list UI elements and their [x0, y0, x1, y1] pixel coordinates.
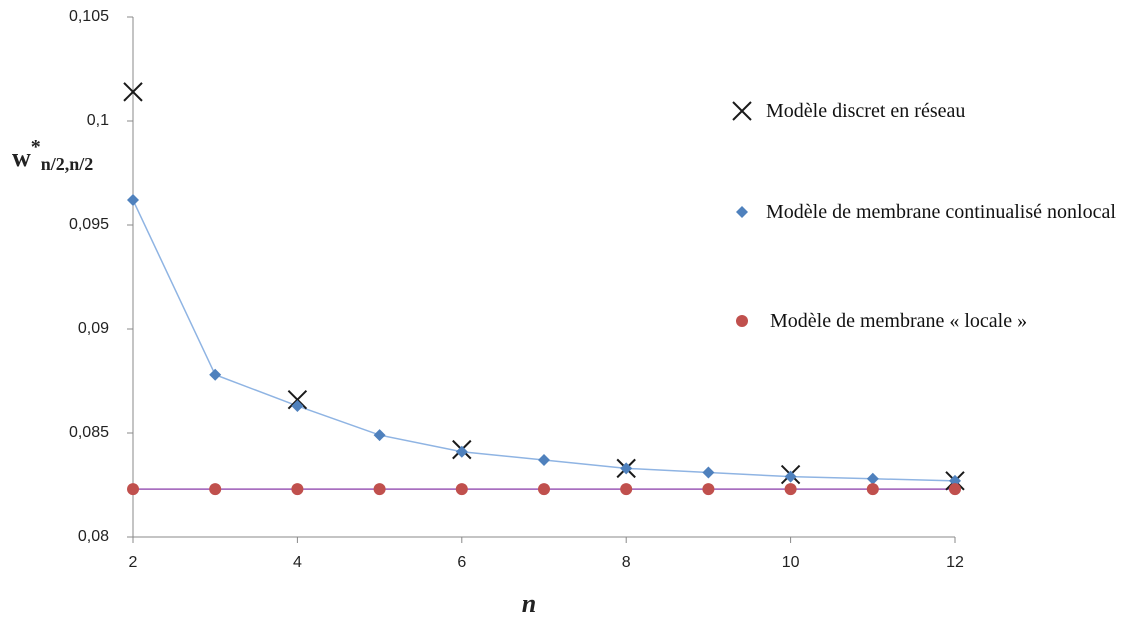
circle-marker	[620, 483, 633, 496]
circle-marker	[291, 483, 304, 496]
legend-label: Modèle de membrane continualisé nonlocal	[766, 201, 1116, 223]
x-axis-label: n	[522, 589, 536, 618]
y-label-base: w	[12, 143, 31, 172]
y-tick-label: 0,1	[87, 112, 109, 129]
y-tick-label: 0,095	[69, 216, 109, 233]
y-tick-label: 0,08	[78, 528, 109, 545]
x-tick-label: 8	[622, 554, 631, 571]
diamond-marker	[455, 445, 468, 458]
legend-label: Modèle de membrane « locale »	[770, 310, 1028, 332]
diamond-marker	[209, 368, 222, 381]
diamond-marker	[538, 454, 550, 467]
circle-marker	[866, 483, 879, 496]
diamond-marker	[373, 429, 386, 442]
circle-marker	[127, 483, 139, 496]
circle-marker	[949, 483, 961, 496]
y-tick-label: 0,105	[69, 8, 109, 25]
diamond-marker	[736, 206, 748, 218]
x-marker	[123, 82, 143, 102]
diamond-marker	[702, 466, 715, 479]
y-axis-label: w*n/2,n/2	[12, 136, 93, 175]
x-tick-label: 4	[293, 554, 302, 571]
circle-marker	[736, 315, 748, 327]
circle-marker	[373, 483, 386, 496]
circle-marker	[538, 483, 550, 496]
y-tick-label: 0,09	[78, 320, 109, 337]
legend-label: Modèle discret en réseau	[766, 100, 966, 122]
diamond-marker	[866, 472, 879, 485]
y-label-sup: *	[31, 136, 41, 158]
x-marker-stroke	[287, 390, 308, 410]
circle-marker	[209, 483, 222, 496]
circle-marker	[702, 483, 715, 496]
x-marker-stroke	[123, 82, 143, 102]
x-tick-label: 2	[129, 554, 138, 571]
diamond-marker	[784, 470, 797, 483]
diamond-marker	[620, 462, 633, 475]
diamond-marker	[949, 474, 961, 487]
series-line	[132, 199, 956, 482]
x-tick-label: 6	[457, 554, 466, 571]
circle-marker	[455, 483, 468, 496]
x-tick-label: 10	[782, 554, 800, 571]
x-marker	[287, 390, 308, 410]
y-tick-label: 0,085	[69, 424, 109, 441]
diamond-marker	[291, 399, 304, 412]
x-marker	[732, 101, 752, 121]
x-marker-stroke	[732, 101, 752, 121]
diamond-marker	[127, 194, 139, 207]
circle-marker	[784, 483, 797, 496]
y-label-sub: n/2,n/2	[41, 154, 94, 174]
x-tick-label: 12	[946, 554, 964, 571]
